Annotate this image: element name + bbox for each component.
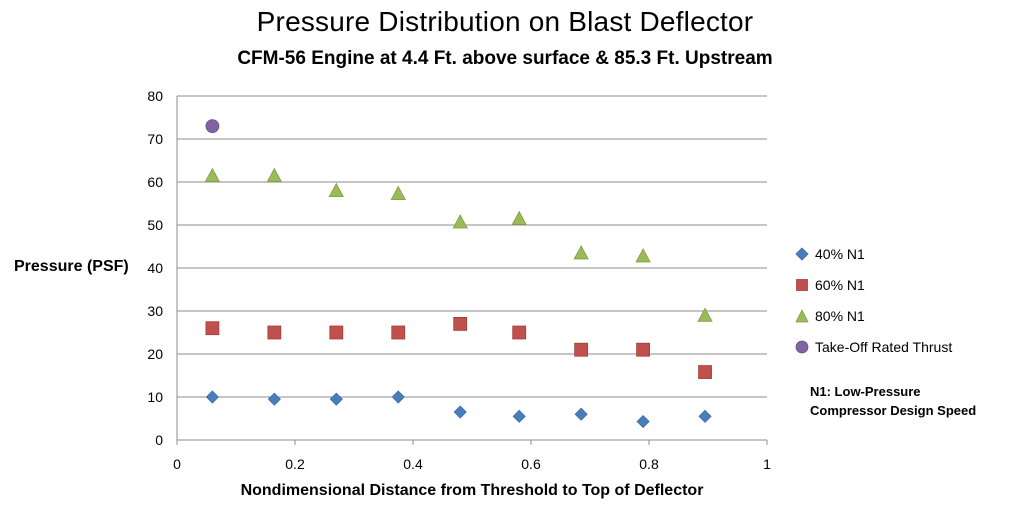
legend: 40% N1 60% N1 80% N1 Take-Off Rated Thru… [795, 244, 952, 368]
point-series-2 [697, 307, 713, 322]
x-tick-label: 0.2 [285, 456, 305, 472]
y-tick-label: 30 [147, 303, 163, 319]
x-axis-label: Nondimensional Distance from Threshold t… [240, 482, 704, 499]
y-tick-label: 60 [147, 174, 163, 190]
legend-label-takeoff: Take-Off Rated Thrust [815, 339, 953, 355]
n1-annotation-line2: Compressor Design Speed [810, 403, 977, 418]
point-series-0 [698, 409, 712, 423]
point-series-1 [453, 316, 468, 331]
chart-title: Pressure Distribution on Blast Deflector [256, 6, 754, 37]
point-series-0 [512, 409, 526, 423]
y-tick-label: 70 [147, 131, 163, 147]
y-tick-label: 40 [147, 260, 163, 276]
point-series-2 [511, 210, 527, 225]
triangle-marker-icon [795, 309, 809, 323]
chart-subtitle: CFM-56 Engine at 4.4 Ft. above surface &… [237, 48, 773, 69]
y-tick-label: 20 [147, 346, 163, 362]
point-series-0 [636, 414, 650, 429]
point-series-2 [390, 185, 406, 201]
y-tick-label: 0 [155, 432, 163, 448]
y-tick-label: 10 [147, 389, 163, 405]
point-series-2 [573, 245, 589, 260]
point-series-0 [329, 392, 343, 406]
y-tick-label: 50 [147, 217, 163, 233]
legend-label-40: 40% N1 [815, 246, 865, 262]
point-series-1 [636, 342, 650, 357]
legend-item-60: 60% N1 [795, 275, 952, 295]
point-series-1 [329, 325, 344, 340]
point-series-2 [328, 182, 344, 198]
point-series-2 [452, 214, 468, 229]
n1-annotation-line1: N1: Low-Pressure [810, 384, 921, 399]
point-series-1 [267, 325, 282, 340]
point-series-1 [574, 342, 589, 357]
point-series-1 [391, 325, 406, 340]
x-tick-label: 0.6 [521, 456, 541, 472]
point-series-2 [635, 248, 651, 263]
n1-annotation: N1: Low-Pressure Compressor Design Speed [810, 382, 976, 420]
point-series-3 [205, 119, 220, 133]
x-tick-label: 0 [173, 456, 181, 472]
square-marker-icon [796, 279, 808, 291]
point-series-2 [266, 167, 283, 182]
legend-label-80: 80% N1 [815, 308, 865, 324]
circle-marker-icon [795, 340, 809, 354]
legend-label-60: 60% N1 [815, 277, 865, 293]
point-series-0 [391, 390, 405, 404]
point-series-2 [204, 167, 221, 182]
point-series-0 [453, 405, 467, 419]
legend-item-takeoff: Take-Off Rated Thrust [795, 337, 952, 357]
y-axis-label: Pressure (PSF) [14, 258, 129, 275]
point-series-1 [205, 321, 220, 336]
legend-item-40: 40% N1 [795, 244, 952, 264]
x-tick-label: 0.4 [403, 456, 423, 472]
diamond-marker-icon [795, 247, 809, 261]
point-series-0 [205, 390, 219, 404]
point-series-1 [512, 325, 527, 340]
y-tick-label: 80 [147, 88, 163, 104]
point-series-1 [698, 365, 712, 379]
point-series-0 [267, 392, 281, 406]
x-tick-label: 1 [763, 456, 771, 472]
x-tick-label: 0.8 [639, 456, 659, 472]
legend-item-80: 80% N1 [795, 306, 952, 326]
point-series-0 [574, 407, 588, 421]
